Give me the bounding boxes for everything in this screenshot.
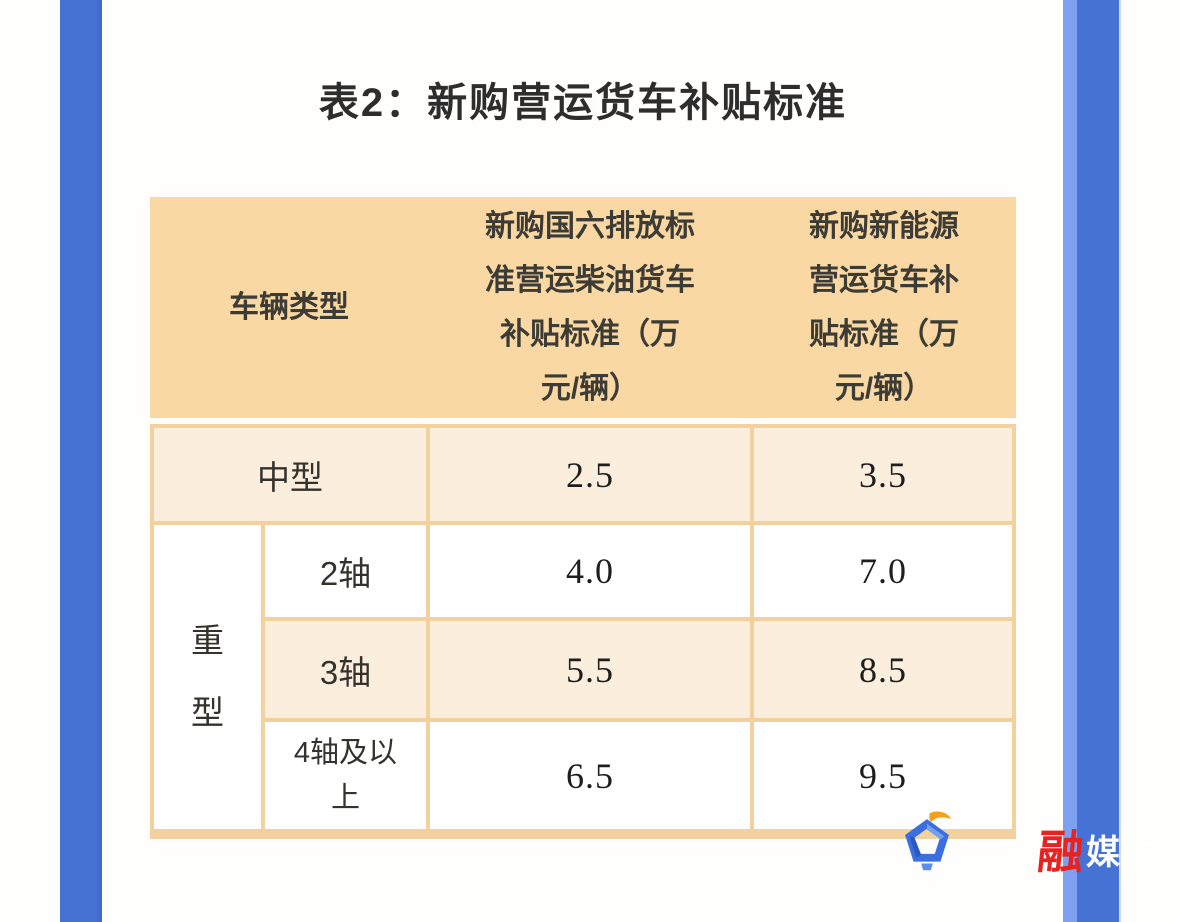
group-label-char: 重 [191,622,224,659]
group-label-char: 型 [191,694,224,731]
cell-medium-new-energy: 3.5 [754,428,1012,521]
table-body: 中型 2.5 3.5 重 型 2轴 4.0 7.0 3轴 5.5 8.5 4轴及… [150,424,1016,839]
cell-3axle-diesel: 5.5 [430,621,750,718]
cell-4axle-new-energy: 9.5 [754,722,1012,829]
cell-2axle-category: 2轴 [265,525,426,617]
cell-medium-diesel: 2.5 [430,428,750,521]
col-header-line: 补贴标准（万 [500,317,680,351]
col-header-line: 车辆类型 [229,290,349,324]
cell-3axle-new-energy: 8.5 [754,621,1012,718]
cell-2axle-new-energy: 7.0 [754,525,1012,617]
left-accent-bar [60,0,102,922]
table-header-row: 车辆类型 新购国六排放标 准营运柴油货车 补贴标准（万 元/辆） 新购新能源 营… [150,197,1016,418]
category-line: 上 [330,781,360,814]
category-line: 4轴及以 [293,736,398,769]
col-header-line: 准营运柴油货车 [485,263,695,297]
cell-heavy-group-label: 重 型 [154,525,261,829]
cell-3axle-category: 3轴 [265,621,426,718]
col-header-line: 新购国六排放标 [485,209,695,243]
col-header-line: 元/辆） [834,371,934,405]
cell-medium-category: 中型 [154,428,426,521]
cell-4axle-category: 4轴及以 上 [265,722,426,829]
col-header-line: 贴标准（万 [809,317,959,351]
col-header-new-energy-subsidy: 新购新能源 营运货车补 贴标准（万 元/辆） [752,197,1016,418]
right-accent-bar [1063,0,1121,922]
col-header-line: 营运货车补 [809,263,959,297]
page-title: 表2：新购营运货车补贴标准 [318,81,848,125]
col-header-line: 新购新能源 [809,209,959,243]
col-header-vehicle-type: 车辆类型 [150,197,428,418]
col-header-line: 元/辆） [540,371,640,405]
cell-4axle-diesel: 6.5 [430,722,750,829]
col-header-diesel-subsidy: 新购国六排放标 准营运柴油货车 补贴标准（万 元/辆） [428,197,752,418]
cell-2axle-diesel: 4.0 [430,525,750,617]
